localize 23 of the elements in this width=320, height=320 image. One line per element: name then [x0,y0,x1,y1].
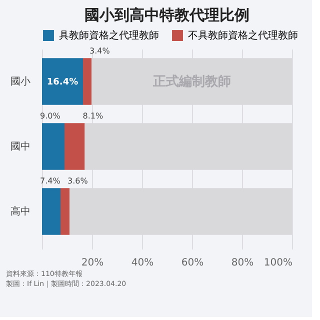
bar [83,58,92,105]
data-label: 16.4% [46,78,78,88]
x-tick-label: 100% [264,258,292,268]
data-label: 7.4% [40,176,61,186]
y-tick-label: 國小 [10,76,30,88]
legend-label: 具教師資格之代理教師 [59,30,159,42]
data-label: 3.6% [68,176,88,186]
data-label: 8.1% [82,112,104,120]
bar [64,123,85,170]
legend-label: 不具教師資格之代理教師 [188,30,298,42]
bar [60,188,70,235]
y-tick-label: 高中 [10,206,30,218]
x-tick-label: 40% [131,258,154,268]
bar [42,188,60,235]
data-label: 9.0% [40,112,61,120]
data-label: 3.4% [90,46,110,56]
bar [42,58,83,105]
bar [42,123,64,170]
x-tick-label: 80% [231,258,254,268]
y-tick-label: 國中 [10,140,30,152]
x-tick-label: 20% [81,258,104,268]
chart-title: 國小到高中特教代理比例 [84,6,250,24]
x-tick-label: 60% [181,258,204,268]
